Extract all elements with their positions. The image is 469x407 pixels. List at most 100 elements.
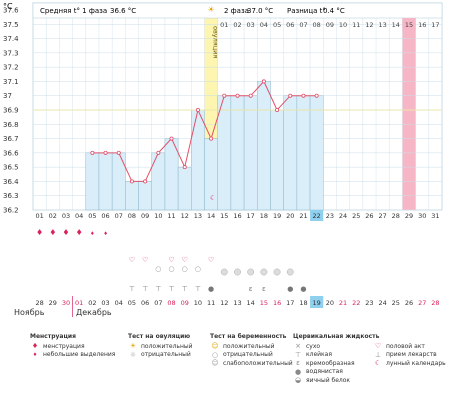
cycle-day-label: 15 [405, 21, 413, 29]
temperature-point [248, 93, 253, 98]
line-layer [92, 80, 317, 182]
legend: Менструация ♦ менструация ♦ небольшие выде… [30, 333, 465, 403]
x-tick-label: 10 [154, 212, 162, 220]
x-tick-label: 20 [286, 212, 294, 220]
calendar-date: 17 [286, 299, 294, 307]
y-tick-label: 36.4 [3, 178, 19, 186]
sun-icon: ☀ [208, 5, 215, 14]
cervical-fluid-icon: ⊤ [168, 285, 174, 293]
x-tick-label: 24 [339, 212, 347, 220]
faint-smile-icon: ☺ [211, 359, 219, 368]
egg-white-icon: ◒ [294, 376, 302, 385]
calendar-date: 08 [167, 299, 175, 307]
y-tick-label: 36.3 [3, 192, 19, 200]
oval-icon: ○ [211, 350, 219, 359]
cervical-fluid-icon: ⊤ [182, 285, 188, 293]
month-next: Декабрь [76, 308, 112, 317]
calendar-date: 28 [35, 299, 43, 307]
calendar-date: 21 [339, 299, 347, 307]
dry-icon: × [295, 342, 301, 351]
pregnancy-test-icon [286, 268, 294, 276]
legend-item-label: клейкая [306, 351, 332, 359]
cycle-day-label: 13 [378, 21, 386, 29]
heart-icon: ♡ [208, 256, 214, 264]
menstruation-drop-icon: ♦ [103, 231, 107, 237]
small-drop-icon: ♦ [32, 351, 38, 358]
calendar-date: 11 [207, 299, 215, 307]
diff-label: Разница t° [287, 7, 326, 15]
calendar-date: 10 [194, 299, 202, 307]
phase1-value: 36.6 °C [110, 7, 136, 15]
temp-bar [270, 109, 284, 211]
cycle-day-label: 03 [247, 21, 255, 29]
menstruation-drop-icon: ♦ [76, 228, 83, 237]
legend-item-label: кремообразная [306, 359, 355, 367]
legend-item: ○ отрицательный [210, 351, 293, 360]
period-day-cell [402, 18, 416, 30]
x-tick-label: 07 [115, 212, 123, 220]
ytick-layer: 37.6 37.5 37.4 37.3 37.2 37.1 37 36.9 36.8 36.7 36… [3, 7, 19, 215]
temp-bar [243, 95, 258, 211]
calendar-date: 25 [392, 299, 400, 307]
legend-item: ♡ половой акт [373, 342, 446, 351]
y-tick-label: 37.6 [3, 7, 19, 15]
legend-cervical-title: Цервикальная жидкость [293, 333, 380, 340]
calendar-date: 07 [154, 299, 162, 307]
drop-icon: ♦ [31, 342, 39, 351]
y-tick-label: 37.4 [3, 35, 19, 43]
cycle-day-label: 04 [260, 21, 268, 29]
header-bar [32, 2, 443, 19]
legend-item-label: менструация [43, 342, 85, 350]
legend-item-label: небольшие выделения [43, 351, 116, 359]
temperature-point [143, 179, 148, 184]
heart-icon: ♡ [142, 256, 148, 264]
temp-bar [309, 95, 324, 211]
cervical-fluid-icon: ⊤ [129, 285, 135, 293]
cycle-day-label: 12 [365, 21, 373, 29]
sun-outline-icon: ☼ [129, 350, 137, 359]
x-tick-label: 26 [365, 212, 373, 220]
calendar-date: 15 [260, 299, 268, 307]
temp-bar [138, 181, 152, 211]
oval-icon: ○ [195, 265, 201, 273]
temperature-point [209, 136, 214, 141]
calendar-today-cell [310, 296, 324, 308]
x-tick-label: 19 [273, 212, 281, 220]
temperature-point [169, 136, 174, 141]
cycle-day-label: 16 [418, 21, 426, 29]
calendar-date: 22 [352, 299, 360, 307]
menstruation-drop-icon: ♦ [36, 228, 43, 237]
calendar-date: 06 [141, 299, 149, 307]
temp-bar [230, 95, 245, 211]
phase2-value: 37.0 °C [247, 7, 273, 15]
temperature-point [235, 93, 240, 98]
moon-icon: ☾ [210, 194, 216, 202]
cycle-day-label: 17 [431, 21, 439, 29]
cycle-day-label: 14 [392, 21, 400, 29]
calendar-date: 30 [62, 299, 70, 307]
diff-value: 0.4 °C [323, 7, 345, 15]
y-tick-label: 36.8 [3, 121, 19, 129]
y-tick-label: 37.5 [3, 21, 19, 29]
temp-bar [85, 152, 100, 211]
calendar-date: 05 [128, 299, 136, 307]
legend-item: ☺ слабоположительный [210, 359, 292, 368]
legend-pregnancy-test: Тест на беременность ☺ положительный ○ отр… [210, 333, 293, 368]
temperature-point [288, 93, 293, 98]
x-tick-label: 28 [392, 212, 400, 220]
menstruation-drop-icon: ♦ [62, 228, 69, 237]
temp-bar [125, 181, 139, 211]
legend-item: ☾ лунный календарь [373, 359, 446, 368]
x-tick-label: 16 [233, 212, 241, 220]
y-tick-label: 36.5 [3, 164, 19, 172]
cycle-day-label: 01 [220, 21, 228, 29]
legend-item: ⊥ прием лекарств [373, 351, 446, 360]
legend-item-label: лунный календарь [386, 359, 446, 367]
cycle-day-label: 07 [299, 21, 307, 29]
cervical-fluid-icon: ε [262, 285, 266, 293]
x-tick-label: 27 [378, 212, 386, 220]
heart-icon: ♡ [129, 256, 135, 264]
cervical-fluid-icon: ● [287, 285, 293, 293]
legend-ovulation-title: Тест на овуляцию [128, 333, 191, 340]
temp-bar [191, 109, 205, 211]
